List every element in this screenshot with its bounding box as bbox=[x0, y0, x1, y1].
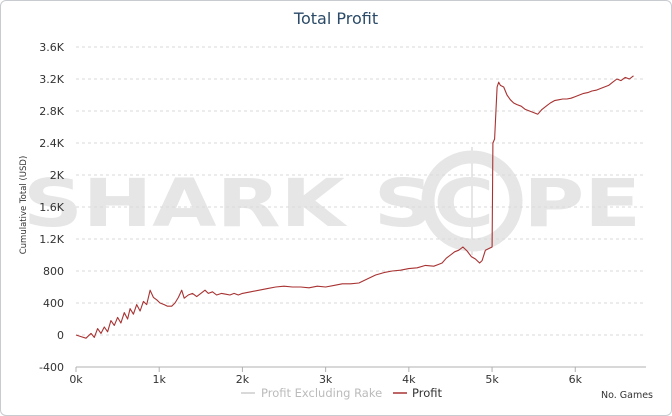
x-axis-title: No. Games bbox=[601, 390, 653, 401]
x-tick-label: 5k bbox=[485, 373, 499, 386]
y-tick-label: 800 bbox=[43, 265, 64, 278]
y-tick-label: 0 bbox=[57, 329, 64, 342]
series-layer bbox=[75, 75, 634, 339]
y-tick-label: 3.2K bbox=[39, 73, 64, 86]
legend[interactable]: Profit Excluding Rake Profit bbox=[241, 386, 442, 400]
y-tick-label: 2.4K bbox=[39, 137, 64, 150]
x-tick-label: 4k bbox=[402, 373, 416, 386]
x-tick-label: 0k bbox=[69, 373, 83, 386]
legend-label: Profit bbox=[412, 386, 442, 400]
legend-item-1[interactable]: Profit bbox=[393, 386, 442, 400]
y-tick-label: 1.6K bbox=[39, 201, 64, 214]
series-line-1 bbox=[75, 75, 634, 339]
y-tick-label: 1.2K bbox=[39, 233, 64, 246]
x-tick-label: 2k bbox=[236, 373, 250, 386]
y-tick-label: 400 bbox=[43, 297, 64, 310]
x-tick-label: 1k bbox=[153, 373, 167, 386]
watermark-text: SHARK SC PE bbox=[23, 165, 641, 242]
chart-title: Total Profit bbox=[293, 9, 379, 28]
y-tick-label: 2K bbox=[50, 169, 65, 182]
y-tick-label: -400 bbox=[39, 361, 64, 374]
axes: -400 0 400 800 1.2K 1.6K 2K 2.4K 2.8K 3.2K 3.6K 0k 1… bbox=[19, 41, 653, 401]
legend-item-0[interactable]: Profit Excluding Rake bbox=[241, 386, 382, 400]
legend-label: Profit Excluding Rake bbox=[261, 386, 382, 400]
y-tick-label: 3.6K bbox=[39, 41, 64, 54]
x-tick-label: 6k bbox=[569, 373, 583, 386]
x-tick-label: 3k bbox=[319, 373, 333, 386]
watermark: SHARK SC PE bbox=[23, 147, 641, 255]
y-axis-title: Cumulative Total (USD) bbox=[19, 156, 29, 255]
grid-lines bbox=[76, 46, 646, 336]
y-tick-label: 2.8K bbox=[39, 105, 64, 118]
